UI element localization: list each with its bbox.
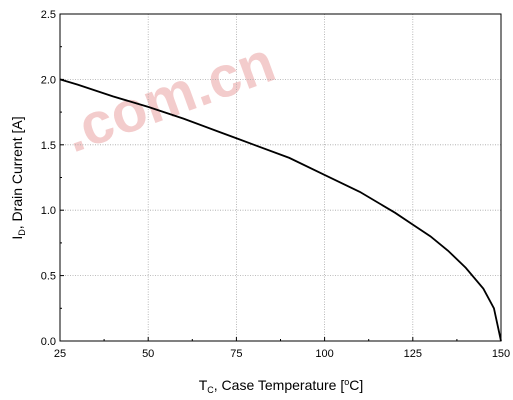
- x-tick-label: 100: [315, 348, 333, 360]
- watermark: .com.cn: [55, 29, 283, 165]
- y-tick-label: 0.5: [41, 271, 56, 283]
- y-tick-label: 0.0: [41, 336, 56, 348]
- x-tick-label: 50: [142, 348, 154, 360]
- x-tick-label: 150: [492, 348, 510, 360]
- y-tick-label: 1.0: [41, 205, 56, 217]
- x-tick-label: 125: [404, 348, 422, 360]
- plot-frame: [59, 13, 502, 342]
- x-axis-label: TC, Case Temperature [oC]: [199, 377, 364, 395]
- x-tick-label: 25: [54, 348, 66, 360]
- y-tick-label: 1.5: [41, 140, 56, 152]
- y-tick-label: 2.5: [41, 9, 56, 21]
- y-tick-label: 2.0: [41, 74, 56, 86]
- x-tick-label: 75: [230, 348, 242, 360]
- y-axis-ticks: 0.0 0.5 1.0 1.5 2.0 2.5: [41, 9, 64, 348]
- grid: [60, 14, 501, 341]
- series-line: [59, 78, 502, 342]
- y-axis-label: ID, Drain Current [A]: [9, 116, 27, 239]
- x-axis-ticks: 25 50 75 100 125 150: [54, 337, 510, 360]
